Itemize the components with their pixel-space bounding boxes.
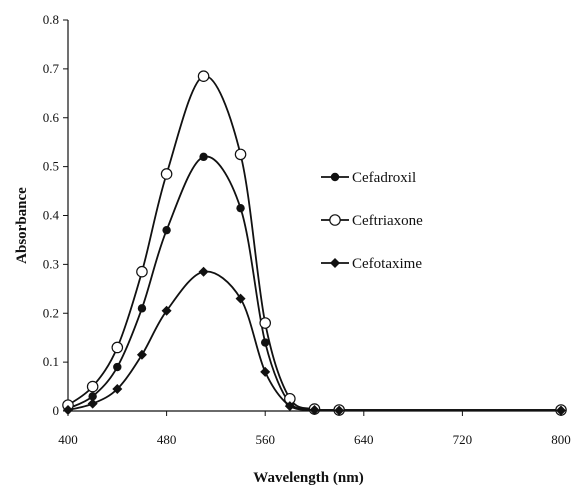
ceftriaxone-point xyxy=(160,168,173,180)
legend-item-ceftriaxone: Ceftriaxone xyxy=(321,213,423,229)
cefotaxime-point xyxy=(309,405,320,416)
y-tick-label: 0.5 xyxy=(43,159,59,174)
x-tick-label: 640 xyxy=(354,432,374,447)
series-line-cefadroxil xyxy=(67,155,562,412)
ceftriaxone-point xyxy=(259,317,271,329)
cefadroxil-point xyxy=(261,338,270,347)
cefadroxil-point xyxy=(137,304,147,313)
legend-label: Cefotaxime xyxy=(352,256,422,272)
y-tick-label: 0.7 xyxy=(43,61,60,76)
series-ceftriaxone xyxy=(62,70,567,416)
cefotaxime-point xyxy=(63,405,73,416)
cefotaxime-point xyxy=(87,398,98,409)
cefadroxil-point xyxy=(162,225,171,235)
legend-cefadroxil-point xyxy=(330,172,340,182)
legend-ceftriaxone-point xyxy=(329,214,341,226)
y-tick-label: 0.6 xyxy=(43,110,60,125)
cefadroxil-point xyxy=(113,362,122,372)
legend-item-cefadroxil: Cefadroxil xyxy=(321,170,416,186)
ceftriaxone-point xyxy=(111,341,124,354)
series-line-ceftriaxone xyxy=(67,75,562,412)
y-tick-label: 0.1 xyxy=(43,354,59,369)
legend-item-cefotaxime: Cefotaxime xyxy=(321,256,422,272)
cefotaxime-point xyxy=(260,366,271,377)
legend-cefotaxime-point xyxy=(330,258,340,268)
cefotaxime-point xyxy=(235,293,246,304)
x-tick-label: 480 xyxy=(157,432,177,447)
cefotaxime-point xyxy=(334,405,345,416)
x-tick-label: 800 xyxy=(551,432,571,447)
ceftriaxone-point xyxy=(136,265,148,278)
cefotaxime-point xyxy=(136,349,147,360)
cefotaxime-point xyxy=(198,266,209,277)
ceftriaxone-point xyxy=(86,380,99,393)
series-layer xyxy=(62,70,567,416)
series-line-cefotaxime xyxy=(67,270,562,412)
legend: Cefadroxil Ceftriaxone Cefotaxime xyxy=(321,170,423,272)
cefadroxil-point xyxy=(236,203,245,213)
y-tick-label: 0.2 xyxy=(43,305,59,320)
cefadroxil-point xyxy=(199,152,208,162)
cefotaxime-point xyxy=(161,305,172,316)
ceftriaxone-point xyxy=(197,70,210,83)
legend-label: Cefadroxil xyxy=(352,170,416,186)
y-tick-label: 0 xyxy=(53,403,60,418)
ceftriaxone-point xyxy=(234,148,247,161)
y-tick-label: 0.8 xyxy=(43,12,59,27)
x-tick-label: 400 xyxy=(58,432,78,447)
cefotaxime-point xyxy=(284,401,295,412)
cefotaxime-point xyxy=(112,384,123,395)
y-axis-label: Absorbance xyxy=(14,187,30,264)
ticks: 0 0.1 0.2 0.3 0.4 0.5 0.6 0.7 0.8 400 480 560 640 720… xyxy=(43,12,571,447)
y-tick-label: 0.4 xyxy=(43,208,60,223)
series-cefotaxime xyxy=(63,266,566,416)
cefotaxime-point xyxy=(556,405,566,416)
cefadroxil-point xyxy=(88,392,97,401)
x-tick-label: 720 xyxy=(453,432,473,447)
x-axis-label: Wavelength (nm) xyxy=(253,470,363,486)
legend-label: Ceftriaxone xyxy=(352,213,423,229)
x-tick-label: 560 xyxy=(255,432,275,447)
y-tick-label: 0.3 xyxy=(43,256,59,271)
